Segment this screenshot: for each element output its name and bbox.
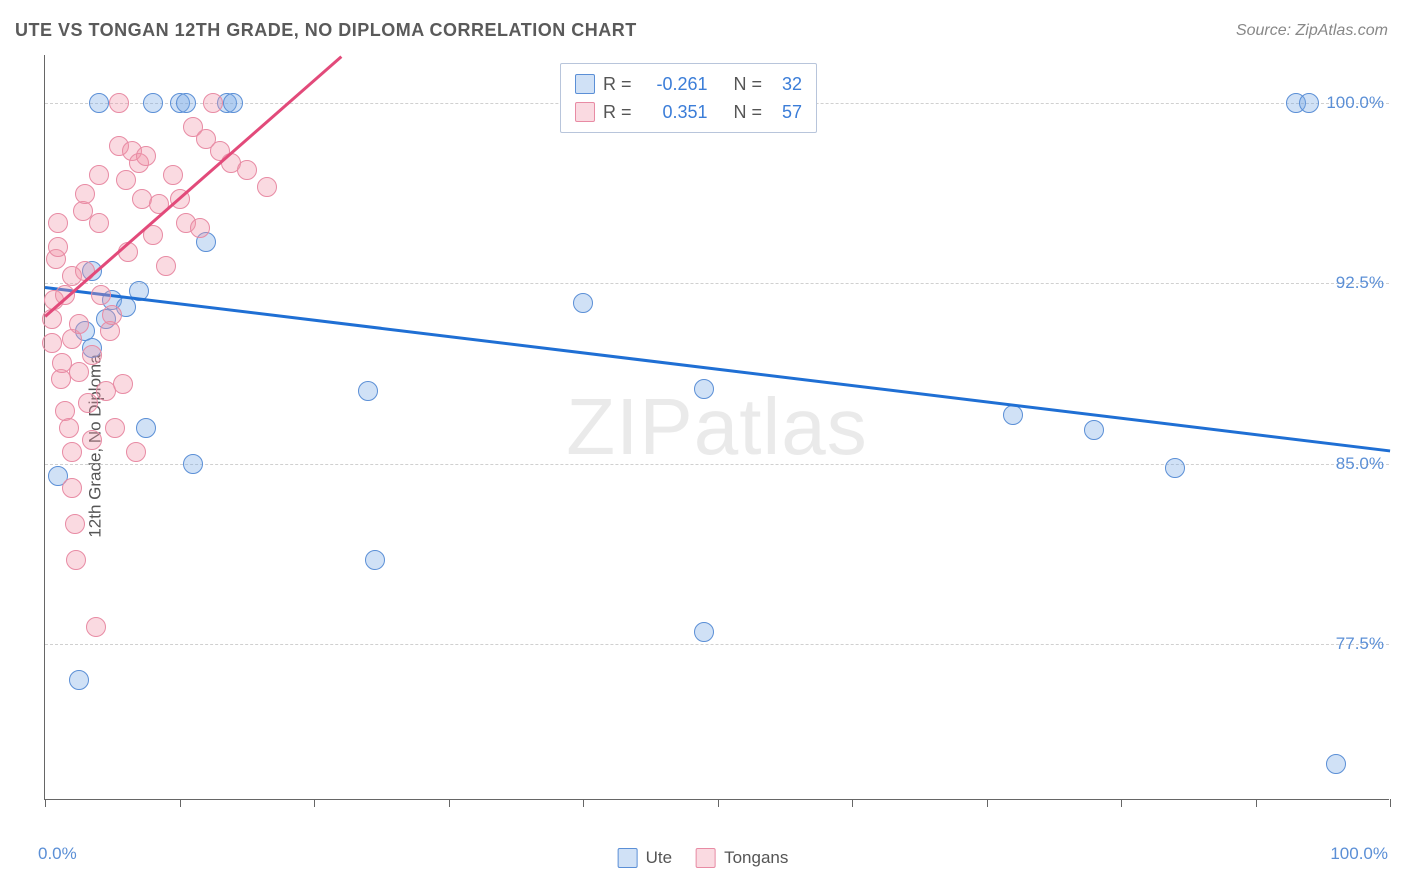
- scatter-point-tongans: [65, 514, 85, 534]
- x-tick: [180, 799, 181, 807]
- scatter-point-tongans: [82, 430, 102, 450]
- scatter-point-tongans: [66, 550, 86, 570]
- x-tick: [314, 799, 315, 807]
- scatter-point-tongans: [203, 93, 223, 113]
- scatter-point-tongans: [136, 146, 156, 166]
- chart-title: UTE VS TONGAN 12TH GRADE, NO DIPLOMA COR…: [15, 20, 637, 41]
- scatter-point-tongans: [42, 333, 62, 353]
- scatter-point-ute: [1084, 420, 1104, 440]
- scatter-point-ute: [223, 93, 243, 113]
- correlation-stats-box: R = -0.261 N =32 R = 0.351 N =57: [560, 63, 817, 133]
- scatter-point-tongans: [163, 165, 183, 185]
- scatter-point-tongans: [118, 242, 138, 262]
- x-tick: [1256, 799, 1257, 807]
- x-axis-label-max: 100.0%: [1330, 844, 1388, 864]
- scatter-point-ute: [176, 93, 196, 113]
- scatter-point-ute: [1299, 93, 1319, 113]
- trend-line-ute: [45, 286, 1390, 452]
- scatter-point-ute: [89, 93, 109, 113]
- x-tick: [449, 799, 450, 807]
- scatter-point-tongans: [102, 305, 122, 325]
- x-tick: [45, 799, 46, 807]
- y-tick-label: 92.5%: [1336, 273, 1384, 293]
- x-axis-label-min: 0.0%: [38, 844, 77, 864]
- stats-N-value-tongans: 57: [770, 98, 802, 126]
- scatter-point-ute: [136, 418, 156, 438]
- y-tick-label: 100.0%: [1326, 93, 1384, 113]
- stats-N-label: N =: [734, 70, 763, 98]
- x-tick: [718, 799, 719, 807]
- plot-area: ZIPatlas: [44, 55, 1389, 800]
- scatter-point-tongans: [48, 213, 68, 233]
- scatter-point-tongans: [257, 177, 277, 197]
- scatter-point-tongans: [116, 170, 136, 190]
- scatter-point-tongans: [78, 393, 98, 413]
- scatter-point-tongans: [42, 309, 62, 329]
- stats-R-value-tongans: 0.351: [640, 98, 708, 126]
- x-tick: [1390, 799, 1391, 807]
- scatter-point-tongans: [91, 285, 111, 305]
- gridline: [45, 464, 1389, 465]
- scatter-point-tongans: [86, 617, 106, 637]
- stats-row-ute: R = -0.261 N =32: [575, 70, 802, 98]
- legend-item-tongans: Tongans: [696, 848, 788, 868]
- y-tick-label: 85.0%: [1336, 454, 1384, 474]
- stats-N-value-ute: 32: [770, 70, 802, 98]
- gridline: [45, 644, 1389, 645]
- scatter-point-tongans: [48, 237, 68, 257]
- x-tick: [583, 799, 584, 807]
- watermark-bold: ZIP: [566, 382, 693, 471]
- x-tick: [1121, 799, 1122, 807]
- stats-R-value-ute: -0.261: [640, 70, 708, 98]
- watermark: ZIPatlas: [566, 381, 867, 473]
- x-tick: [987, 799, 988, 807]
- scatter-point-ute: [1165, 458, 1185, 478]
- legend-label-tongans: Tongans: [724, 848, 788, 868]
- scatter-point-tongans: [82, 345, 102, 365]
- scatter-point-ute: [573, 293, 593, 313]
- y-tick-label: 77.5%: [1336, 634, 1384, 654]
- legend-swatch-tongans: [696, 848, 716, 868]
- scatter-point-tongans: [62, 478, 82, 498]
- scatter-point-tongans: [69, 362, 89, 382]
- scatter-point-ute: [1326, 754, 1346, 774]
- scatter-point-tongans: [89, 165, 109, 185]
- scatter-point-ute: [358, 381, 378, 401]
- stats-row-tongans: R = 0.351 N =57: [575, 98, 802, 126]
- legend-swatch-ute: [618, 848, 638, 868]
- stats-N-label: N =: [734, 98, 763, 126]
- scatter-point-ute: [143, 93, 163, 113]
- scatter-point-ute: [1003, 405, 1023, 425]
- scatter-point-tongans: [109, 93, 129, 113]
- gridline: [45, 283, 1389, 284]
- stats-R-label: R =: [603, 70, 632, 98]
- watermark-thin: atlas: [694, 382, 868, 471]
- scatter-point-tongans: [105, 418, 125, 438]
- stats-R-label: R =: [603, 98, 632, 126]
- scatter-point-tongans: [69, 314, 89, 334]
- scatter-point-ute: [69, 670, 89, 690]
- source-attribution: Source: ZipAtlas.com: [1236, 22, 1388, 40]
- scatter-point-tongans: [59, 418, 79, 438]
- scatter-point-tongans: [126, 442, 146, 462]
- scatter-point-tongans: [89, 213, 109, 233]
- scatter-point-tongans: [75, 184, 95, 204]
- scatter-point-ute: [183, 454, 203, 474]
- scatter-point-ute: [365, 550, 385, 570]
- scatter-point-tongans: [237, 160, 257, 180]
- swatch-tongans: [575, 102, 595, 122]
- scatter-point-ute: [694, 379, 714, 399]
- swatch-ute: [575, 74, 595, 94]
- x-tick: [852, 799, 853, 807]
- scatter-point-ute: [694, 622, 714, 642]
- scatter-point-tongans: [190, 218, 210, 238]
- legend-item-ute: Ute: [618, 848, 672, 868]
- scatter-point-tongans: [62, 442, 82, 462]
- scatter-point-tongans: [156, 256, 176, 276]
- legend: Ute Tongans: [618, 848, 789, 868]
- scatter-point-tongans: [113, 374, 133, 394]
- legend-label-ute: Ute: [646, 848, 672, 868]
